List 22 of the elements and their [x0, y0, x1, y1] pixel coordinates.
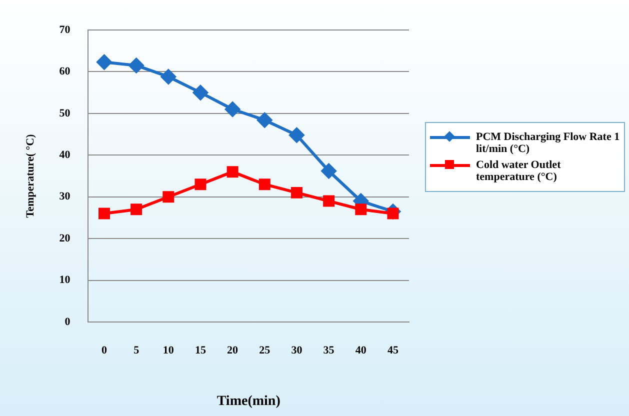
x-tick-label: 40 [355, 344, 367, 356]
x-tick-label: 30 [291, 344, 303, 356]
y-tick-label: 30 [59, 190, 71, 203]
legend-label: PCM Discharging Flow Rate 1 lit/min (°C) [476, 131, 620, 155]
y-tick-label: 60 [59, 66, 71, 78]
x-tick-label: 25 [259, 344, 271, 356]
y-axis-title: Temperature( °C) [24, 134, 36, 218]
legend-label: Cold water Outlet temperature (°C) [476, 159, 562, 183]
x-axis-title: Time(min) [216, 394, 281, 410]
y-tick-label: 0 [64, 316, 71, 328]
y-tick-label: 10 [59, 274, 71, 286]
x-tick-label: 45 [387, 344, 399, 356]
x-tick-label: 15 [194, 344, 206, 356]
x-tick-label: 10 [162, 344, 174, 356]
x-tick-label: 35 [323, 344, 335, 356]
y-tick-label: 50 [59, 107, 71, 120]
y-tick-label: 40 [59, 148, 71, 161]
x-tick-label: 5 [134, 344, 140, 356]
x-tick-label: 20 [227, 344, 239, 356]
y-tick-label: 20 [59, 232, 71, 244]
y-tick-label: 70 [59, 24, 71, 36]
x-tick-label: 0 [101, 344, 108, 356]
